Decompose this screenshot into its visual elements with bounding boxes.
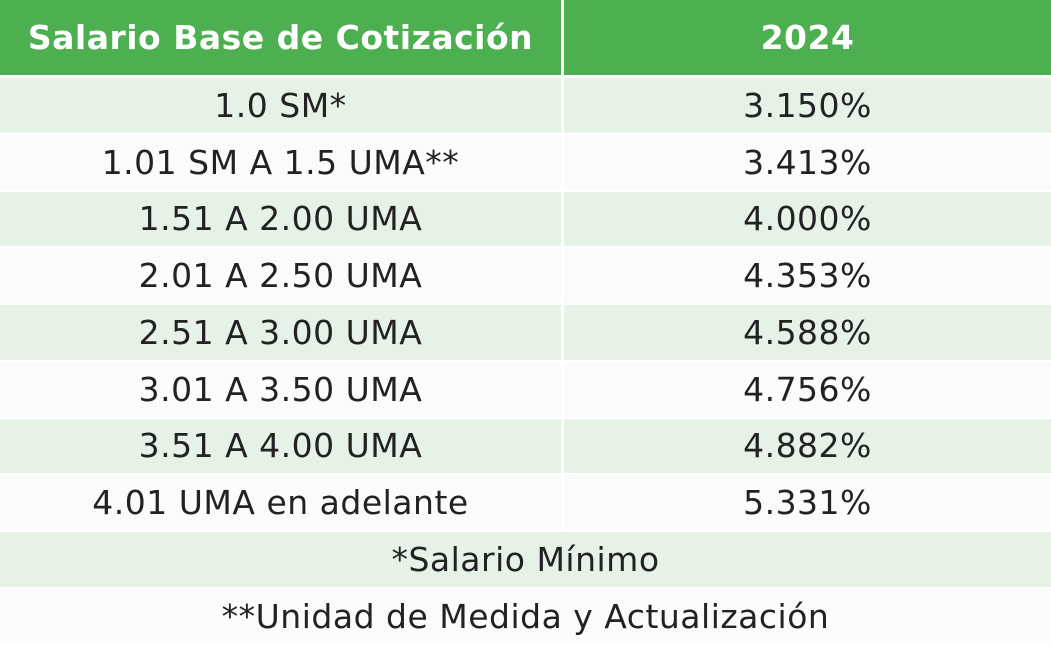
row-2-salary-range: 1.01 SM A 1.5 UMA** <box>0 134 564 192</box>
header-salary-base: Salario Base de Cotización <box>0 0 564 78</box>
row-4-salary-range: 2.01 A 2.50 UMA <box>0 248 564 305</box>
row-3-rate: 4.000% <box>564 191 1051 249</box>
row-1-rate: 3.150% <box>564 78 1051 135</box>
row-6-rate: 4.756% <box>564 361 1051 419</box>
row-2-rate: 3.413% <box>564 134 1051 192</box>
row-7-salary-range: 3.51 A 4.00 UMA <box>0 418 564 476</box>
row-7-rate: 4.882% <box>564 418 1051 476</box>
row-5-salary-range: 2.51 A 3.00 UMA <box>0 305 564 362</box>
row-8-rate: 5.331% <box>564 475 1051 532</box>
row-6-salary-range: 3.01 A 3.50 UMA <box>0 361 564 419</box>
row-3-salary-range: 1.51 A 2.00 UMA <box>0 191 564 249</box>
row-8-salary-range: 4.01 UMA en adelante <box>0 475 564 532</box>
row-4-rate: 4.353% <box>564 248 1051 305</box>
header-year: 2024 <box>564 0 1051 78</box>
row-1-salary-range: 1.0 SM* <box>0 78 564 135</box>
footnote-uma: **Unidad de Medida y Actualización <box>0 588 1051 646</box>
footnote-salario-minimo: *Salario Mínimo <box>0 532 1051 589</box>
row-5-rate: 4.588% <box>564 305 1051 362</box>
